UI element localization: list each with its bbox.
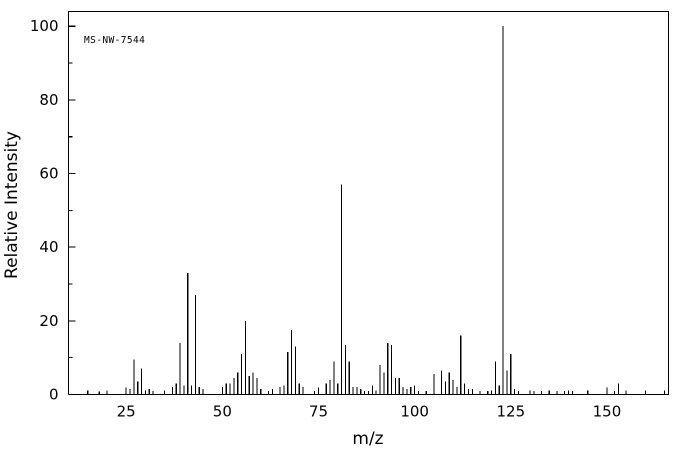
x-tick-label: 150: [593, 403, 622, 421]
y-axis-ticks: [68, 25, 76, 396]
x-axis-title: m/z: [352, 429, 383, 449]
spectrum-id-label: MS-NW-7544: [84, 35, 145, 46]
y-tick-label: 100: [30, 17, 59, 35]
x-tick-label: 25: [117, 403, 136, 421]
y-tick-label: 60: [39, 165, 58, 183]
y-tick-label: 20: [39, 312, 58, 330]
x-tick-label: 100: [400, 403, 429, 421]
x-tick-label: 125: [496, 403, 525, 421]
spectrum-peaks: [87, 26, 620, 395]
y-axis-title: Relative Intensity: [2, 131, 22, 279]
x-tick-label: 75: [309, 403, 328, 421]
x-axis-tick-labels: 25 50 75 100 125 150: [117, 403, 622, 421]
y-tick-label: 40: [39, 238, 58, 256]
y-axis-tick-labels: 0 20 40 60 80 100: [30, 17, 59, 403]
plot-frame: [67, 10, 670, 396]
y-tick-label: 80: [39, 91, 58, 109]
y-tick-label: 0: [49, 386, 59, 404]
x-tick-label: 50: [213, 403, 232, 421]
plot-border: [67, 10, 670, 396]
x-axis-ticks: [67, 387, 666, 395]
